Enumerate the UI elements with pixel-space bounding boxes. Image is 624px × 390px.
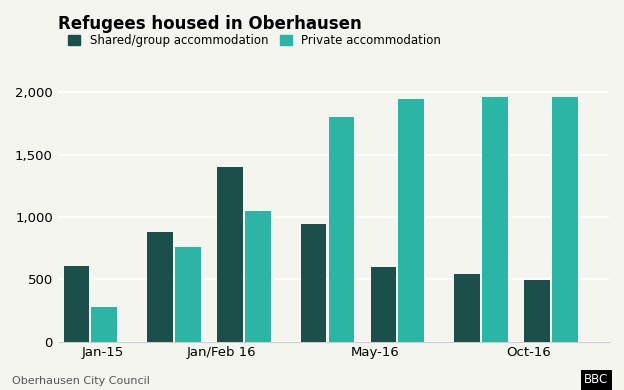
Bar: [245, 211, 271, 342]
Bar: [64, 266, 89, 342]
Text: Refugees housed in Oberhausen: Refugees housed in Oberhausen: [58, 15, 361, 33]
Bar: [371, 267, 396, 342]
Bar: [217, 167, 243, 342]
Bar: [301, 224, 326, 342]
Bar: [524, 280, 550, 342]
Bar: [482, 97, 508, 342]
Legend: Shared/group accommodation, Private accommodation: Shared/group accommodation, Private acco…: [64, 30, 446, 52]
Bar: [454, 274, 480, 342]
Bar: [147, 232, 173, 342]
Text: BBC: BBC: [584, 373, 608, 386]
Bar: [329, 117, 354, 342]
Bar: [92, 307, 117, 342]
Text: Oberhausen City Council: Oberhausen City Council: [12, 376, 150, 386]
Bar: [175, 247, 201, 342]
Bar: [552, 97, 578, 342]
Bar: [399, 99, 424, 342]
